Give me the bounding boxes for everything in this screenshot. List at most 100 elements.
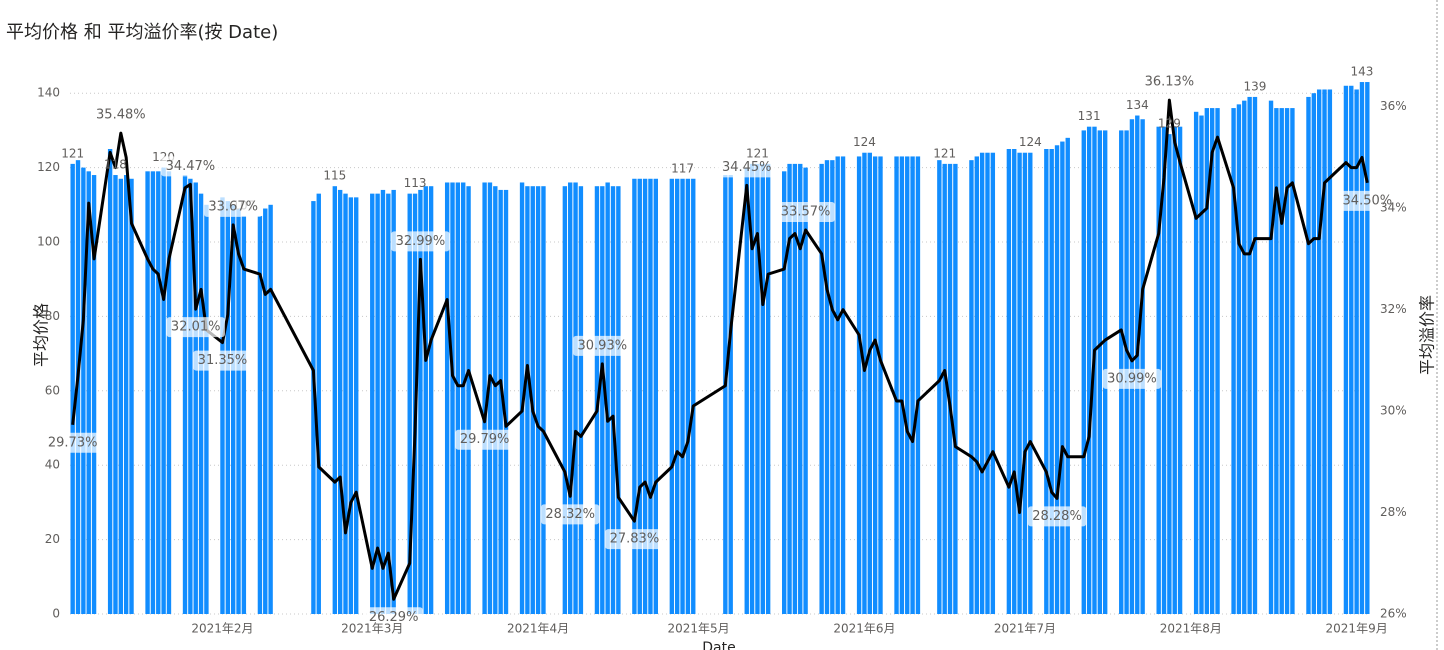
line-label-box xyxy=(203,196,263,217)
bar xyxy=(482,182,487,615)
bar xyxy=(1135,115,1140,615)
bar xyxy=(675,178,680,614)
line-label-box xyxy=(391,231,450,252)
bar xyxy=(568,182,573,615)
bar xyxy=(466,186,471,614)
line-value-label: 29.79% xyxy=(460,432,510,447)
bar xyxy=(578,186,584,614)
bar xyxy=(787,163,792,614)
bar xyxy=(1022,152,1028,614)
line-label-box xyxy=(43,432,102,453)
bar xyxy=(263,208,268,614)
bar xyxy=(166,171,172,614)
x-axis-title: Date xyxy=(702,640,735,650)
bar xyxy=(1199,115,1204,615)
bar xyxy=(632,178,637,614)
bar xyxy=(1279,108,1284,614)
bar xyxy=(669,178,675,614)
bar xyxy=(782,171,787,614)
bar xyxy=(680,178,685,614)
bar xyxy=(156,171,161,614)
y2-axis-title: 平均溢价率 xyxy=(1418,295,1437,375)
bar xyxy=(765,163,771,614)
line-value-label: 33.67% xyxy=(208,199,258,214)
line-label-box xyxy=(1338,190,1397,211)
bar xyxy=(1065,137,1070,614)
y2-tick-label: 30% xyxy=(1380,404,1407,418)
bar xyxy=(1215,108,1220,614)
bar xyxy=(1028,152,1033,614)
bar xyxy=(241,215,247,614)
line-value-label: 31.35% xyxy=(198,353,248,368)
bar xyxy=(1060,141,1065,614)
grid xyxy=(70,92,1370,615)
bar xyxy=(1343,85,1349,614)
bar xyxy=(1193,111,1199,615)
bar xyxy=(1284,108,1290,614)
bar xyxy=(910,156,915,614)
bar xyxy=(616,186,621,614)
bar xyxy=(872,156,878,614)
line-value-label: 30.93% xyxy=(578,338,628,353)
x-tick-label: 2021年5月 xyxy=(668,622,730,636)
bar xyxy=(573,182,578,615)
bar xyxy=(953,163,958,614)
bar xyxy=(503,189,509,615)
bar xyxy=(343,193,348,614)
bar xyxy=(1236,104,1242,615)
x-tick-label: 2021年4月 xyxy=(507,622,569,636)
line-label-box xyxy=(91,105,151,126)
bar xyxy=(600,186,605,614)
line-label-box xyxy=(776,201,835,222)
bar xyxy=(942,163,947,614)
bar xyxy=(332,186,338,614)
line-label-box xyxy=(541,504,600,525)
y-tick-label: 140 xyxy=(37,86,60,100)
bar xyxy=(220,197,225,615)
bar-value-label: 117 xyxy=(671,161,694,175)
bar xyxy=(642,178,648,614)
line-label-box xyxy=(1102,368,1162,389)
bar-value-label: 139 xyxy=(1244,79,1267,93)
bar xyxy=(830,160,835,614)
line-label-box xyxy=(717,157,776,178)
bar-value-label: 121 xyxy=(61,146,84,160)
bar xyxy=(70,163,75,614)
bar xyxy=(461,182,466,615)
bar-value-label: 115 xyxy=(323,169,346,183)
bar xyxy=(1086,126,1092,615)
bar xyxy=(311,201,316,614)
line-value-label: 35.48% xyxy=(96,108,146,123)
bar xyxy=(498,189,503,615)
bar xyxy=(728,175,733,615)
bar xyxy=(1129,119,1135,615)
bar xyxy=(1054,145,1060,614)
bar xyxy=(428,186,434,614)
x-tick-label: 2021年3月 xyxy=(341,622,403,636)
bar xyxy=(648,178,653,614)
bar xyxy=(450,182,455,615)
bar xyxy=(798,163,803,614)
x-tick-label: 2021年9月 xyxy=(1326,622,1388,636)
y2-tick-label: 32% xyxy=(1380,302,1407,316)
line-value-label: 34.47% xyxy=(166,159,216,174)
bar xyxy=(541,186,546,614)
y-tick-label: 60 xyxy=(45,383,60,397)
bar xyxy=(316,193,321,614)
bar xyxy=(760,163,765,614)
line-label-box xyxy=(573,335,632,356)
bar xyxy=(118,178,124,614)
bar xyxy=(723,175,728,615)
bar xyxy=(1006,149,1012,614)
line-value-label: 28.32% xyxy=(545,507,595,522)
bar xyxy=(525,186,530,614)
bar xyxy=(937,160,942,614)
bar xyxy=(803,167,808,614)
bar xyxy=(755,163,760,614)
bar xyxy=(1172,126,1177,615)
bar xyxy=(792,163,798,614)
bar xyxy=(86,171,91,614)
line-value-label: 34.50% xyxy=(1343,193,1393,208)
bar xyxy=(974,156,979,614)
bar xyxy=(819,163,824,614)
